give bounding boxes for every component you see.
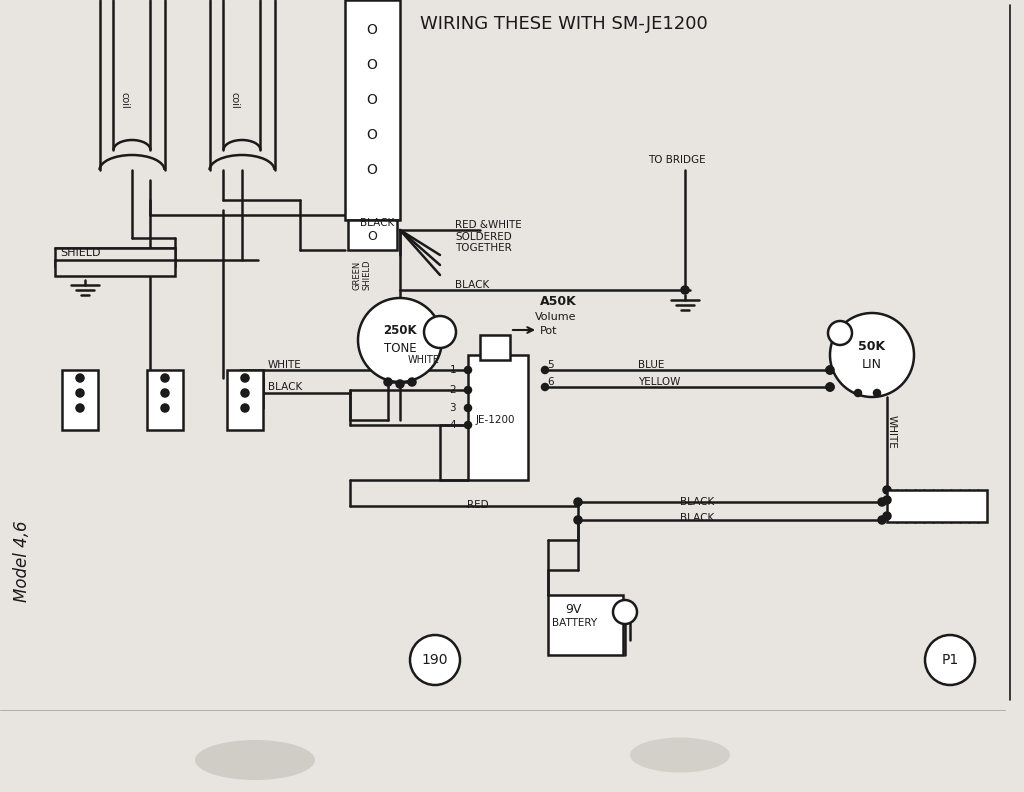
Circle shape — [465, 405, 471, 411]
Circle shape — [409, 379, 416, 386]
Bar — [480, 335, 510, 360]
Circle shape — [879, 516, 886, 524]
Bar — [55, 260, 175, 276]
Circle shape — [542, 384, 548, 390]
Text: coil: coil — [120, 92, 130, 109]
Circle shape — [826, 383, 834, 390]
Bar — [62, 370, 98, 430]
Text: TONE: TONE — [384, 342, 417, 356]
Text: LIN: LIN — [862, 357, 882, 371]
Text: BATTERY: BATTERY — [552, 618, 597, 628]
Text: BLACK: BLACK — [455, 280, 489, 290]
Text: A50K: A50K — [540, 295, 577, 308]
Circle shape — [162, 390, 169, 397]
Circle shape — [242, 375, 249, 382]
Text: WHITE: WHITE — [268, 360, 302, 370]
Circle shape — [826, 367, 834, 374]
Text: 190: 190 — [422, 653, 449, 667]
Text: 6: 6 — [547, 377, 554, 387]
Bar — [227, 370, 263, 430]
Circle shape — [77, 405, 84, 412]
Text: WHITE: WHITE — [409, 355, 440, 365]
Circle shape — [424, 316, 456, 348]
Text: coil: coil — [230, 92, 240, 109]
Bar — [147, 370, 183, 430]
Text: 5: 5 — [547, 360, 554, 370]
Circle shape — [465, 387, 471, 393]
Text: BLACK: BLACK — [680, 513, 715, 523]
Bar — [887, 490, 987, 522]
Circle shape — [830, 313, 914, 397]
Text: WIRING THESE WITH SM-JE1200: WIRING THESE WITH SM-JE1200 — [420, 15, 708, 33]
Circle shape — [77, 375, 84, 382]
Text: O: O — [367, 58, 378, 72]
Text: P1: P1 — [941, 653, 958, 667]
Circle shape — [542, 367, 548, 373]
Bar — [348, 220, 397, 250]
Bar — [468, 355, 528, 480]
Circle shape — [879, 498, 886, 505]
Ellipse shape — [195, 740, 315, 780]
Text: YELLOW: YELLOW — [638, 377, 680, 387]
Text: 1: 1 — [450, 365, 456, 375]
Circle shape — [682, 287, 688, 294]
Circle shape — [465, 422, 471, 428]
Text: BLACK: BLACK — [268, 382, 302, 392]
Circle shape — [574, 516, 582, 524]
Text: SHIELD: SHIELD — [60, 248, 100, 258]
Bar — [345, 0, 400, 220]
Circle shape — [162, 405, 169, 412]
Text: O: O — [367, 163, 378, 177]
Text: 3: 3 — [450, 403, 456, 413]
Text: 4: 4 — [450, 420, 456, 430]
Text: Volume: Volume — [535, 312, 577, 322]
Text: Pot: Pot — [540, 326, 557, 336]
Text: 2: 2 — [450, 385, 456, 395]
Text: O: O — [367, 23, 378, 37]
Bar — [548, 595, 623, 655]
Text: SHIELD: SHIELD — [60, 263, 100, 273]
Text: GREEN
SHIELD: GREEN SHIELD — [352, 260, 372, 291]
Text: 250K: 250K — [383, 325, 417, 337]
Text: BLACK: BLACK — [680, 497, 715, 507]
Circle shape — [242, 405, 249, 412]
Text: 9V: 9V — [565, 603, 582, 616]
Text: TO BRIDGE: TO BRIDGE — [648, 155, 706, 165]
Circle shape — [410, 635, 460, 685]
Circle shape — [826, 383, 834, 390]
Text: O: O — [367, 230, 377, 243]
Text: Model 4,6: Model 4,6 — [13, 520, 31, 602]
Circle shape — [574, 498, 582, 505]
Text: WHITE: WHITE — [887, 415, 897, 449]
Circle shape — [162, 375, 169, 382]
Circle shape — [396, 380, 403, 387]
Bar — [55, 248, 175, 266]
Circle shape — [242, 390, 249, 397]
Ellipse shape — [630, 737, 730, 772]
Circle shape — [77, 390, 84, 397]
Circle shape — [855, 390, 861, 396]
Circle shape — [884, 497, 891, 504]
Circle shape — [826, 367, 834, 374]
Text: RED &WHITE
SOLDERED
TOGETHER: RED &WHITE SOLDERED TOGETHER — [455, 220, 522, 253]
Text: O: O — [367, 93, 378, 107]
Circle shape — [465, 367, 471, 373]
Text: O: O — [367, 128, 378, 142]
Circle shape — [925, 635, 975, 685]
Text: BLUE: BLUE — [638, 360, 665, 370]
Circle shape — [384, 379, 391, 386]
Circle shape — [884, 486, 891, 493]
Circle shape — [613, 600, 637, 624]
Text: 50K: 50K — [858, 340, 886, 352]
Text: JE-1200: JE-1200 — [475, 415, 515, 425]
Circle shape — [884, 512, 891, 520]
Text: RED: RED — [467, 500, 488, 510]
Circle shape — [828, 321, 852, 345]
Circle shape — [358, 298, 442, 382]
Circle shape — [874, 390, 880, 396]
Text: BLACK: BLACK — [360, 218, 394, 228]
